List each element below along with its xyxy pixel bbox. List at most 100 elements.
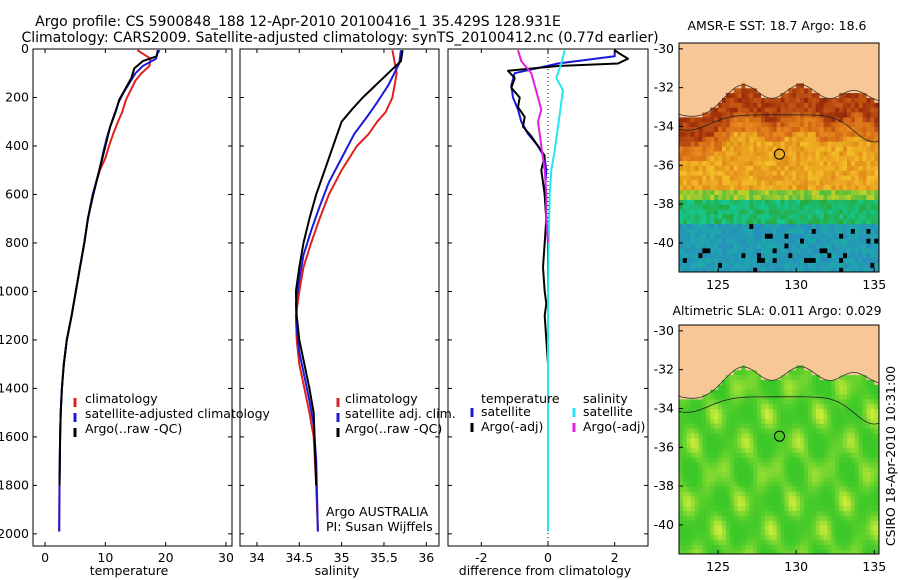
heatmap-cell xyxy=(733,486,739,492)
heatmap-cell xyxy=(854,539,860,545)
heatmap-cell xyxy=(835,43,840,45)
heatmap-cell xyxy=(745,44,750,50)
heatmap-cell xyxy=(796,335,801,342)
heatmap-cell xyxy=(839,107,844,113)
heatmap-cell xyxy=(764,427,770,434)
heatmap-cell xyxy=(764,150,770,157)
heatmap-cell xyxy=(725,194,731,200)
heatmap-cell xyxy=(753,136,758,142)
heatmap-cell xyxy=(702,82,707,89)
heatmap-cell xyxy=(776,524,782,531)
heatmap-cell xyxy=(862,340,868,346)
y-tick-label: 2000 xyxy=(0,526,29,541)
x-tick-label: 135 xyxy=(862,277,886,292)
heatmap-cell xyxy=(761,160,766,166)
heatmap-cell xyxy=(741,145,746,152)
heatmap-cell xyxy=(819,63,825,69)
heatmap-cell xyxy=(854,131,860,137)
heatmap-cell xyxy=(835,447,840,453)
heatmap-cell xyxy=(854,335,860,342)
heatmap-cell xyxy=(698,534,703,541)
heatmap-cell xyxy=(831,364,836,371)
heatmap-cell xyxy=(757,213,762,220)
heatmap-cell xyxy=(788,155,793,162)
heatmap-cell xyxy=(847,350,852,356)
heatmap-cell xyxy=(745,326,750,332)
heatmap-cell xyxy=(706,213,711,220)
heatmap-cell xyxy=(827,393,832,400)
heatmap-cell xyxy=(702,155,707,162)
heatmap-cell xyxy=(792,170,797,176)
heatmap-cell xyxy=(737,466,743,473)
heatmap-cell xyxy=(694,73,700,79)
heatmap-cell xyxy=(745,242,750,249)
heatmap-cell xyxy=(835,515,840,521)
heatmap-cell xyxy=(839,170,844,176)
heatmap-cell xyxy=(835,107,840,113)
heatmap-cell xyxy=(768,495,774,502)
heatmap-cell xyxy=(733,77,739,84)
y-tick-label: -40 xyxy=(654,235,674,250)
heatmap-cell xyxy=(835,155,840,162)
heatmap-cell xyxy=(800,427,805,434)
heatmap-cell xyxy=(776,204,782,210)
heatmap-cell xyxy=(843,442,848,448)
heatmap-cell xyxy=(741,204,746,210)
heatmap-cell xyxy=(827,539,832,545)
heatmap-cell xyxy=(764,97,770,103)
heatmap-cell xyxy=(807,44,813,50)
heatmap-cell xyxy=(745,107,750,113)
heatmap-cell xyxy=(862,44,868,50)
heatmap-cell xyxy=(870,194,875,200)
heatmap-cell xyxy=(682,170,688,176)
heatmap-cell xyxy=(792,476,797,482)
heatmap-cell xyxy=(788,131,793,137)
heatmap-cell xyxy=(858,145,864,152)
heatmap-cell xyxy=(804,208,809,215)
heatmap-cell xyxy=(710,189,715,195)
heatmap-cell xyxy=(737,355,743,361)
heatmap-cell xyxy=(745,452,750,458)
heatmap-cell xyxy=(682,476,688,482)
heatmap-cell xyxy=(757,495,762,502)
heatmap-cell xyxy=(835,432,840,439)
heatmap-cell xyxy=(761,82,766,89)
heatmap-cell xyxy=(690,350,696,356)
heatmap-cell xyxy=(682,330,688,337)
heatmap-cell xyxy=(858,457,864,463)
heatmap-cell xyxy=(804,141,809,147)
heatmap-cell xyxy=(679,495,684,502)
heatmap-cell xyxy=(843,228,848,234)
heatmap-cell xyxy=(698,165,703,171)
heatmap-cell xyxy=(694,160,700,166)
heatmap-cell xyxy=(679,326,684,332)
heatmap-cell xyxy=(831,175,836,181)
heatmap-cell xyxy=(764,437,770,444)
heatmap-cell xyxy=(698,326,703,332)
heatmap-cell xyxy=(847,476,852,482)
heatmap-cell xyxy=(862,107,868,113)
heatmap-cell xyxy=(741,359,746,366)
heatmap-cell xyxy=(815,238,821,244)
heatmap-cell xyxy=(757,228,762,234)
heatmap-cell xyxy=(831,199,836,205)
heatmap-cell xyxy=(772,418,778,424)
heatmap-cell xyxy=(827,204,832,210)
heatmap-cell xyxy=(800,437,805,444)
heatmap-cell xyxy=(702,432,707,439)
heatmap-cell xyxy=(784,131,789,137)
heatmap-cell xyxy=(749,262,754,268)
heatmap-cell xyxy=(718,199,723,205)
heatmap-cell xyxy=(706,466,711,473)
heatmap-cell xyxy=(811,116,817,123)
heatmap-cell xyxy=(831,350,836,356)
heatmap-cell xyxy=(702,213,707,220)
heatmap-cell xyxy=(733,466,739,473)
heatmap-cell xyxy=(874,68,879,74)
heatmap-cell xyxy=(804,403,809,410)
heatmap-cell xyxy=(722,213,727,220)
heatmap-cell xyxy=(682,355,688,361)
heatmap-cell xyxy=(706,73,711,79)
heatmap-cell xyxy=(850,529,856,536)
heatmap-cell xyxy=(858,267,864,272)
